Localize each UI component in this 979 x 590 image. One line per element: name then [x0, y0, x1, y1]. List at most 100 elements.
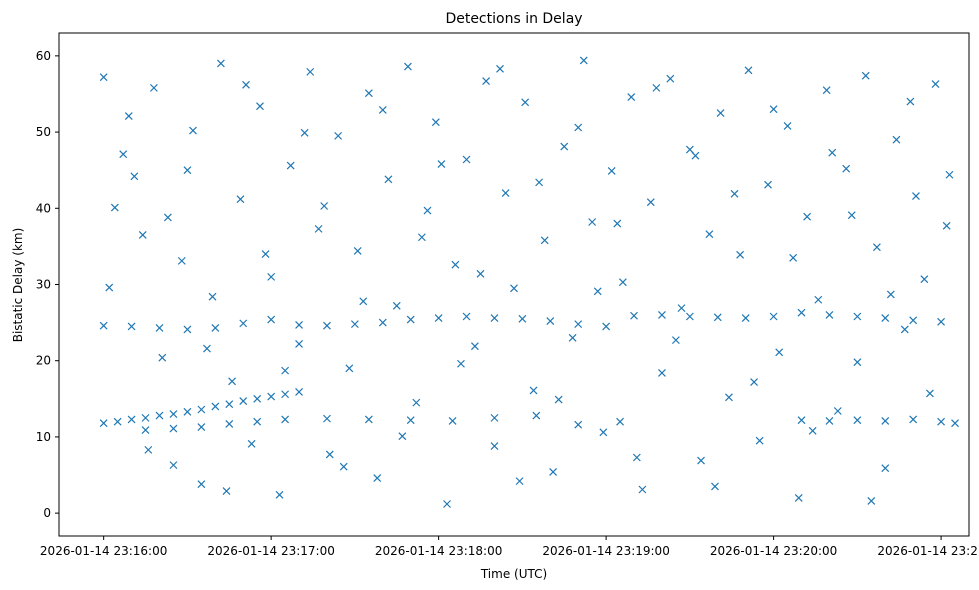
- y-tick-label: 60: [36, 49, 51, 63]
- data-point: [431, 118, 440, 127]
- data-point: [666, 74, 675, 83]
- data-point: [535, 178, 544, 187]
- data-point: [211, 324, 220, 332]
- data-point: [434, 314, 443, 322]
- data-point: [574, 123, 583, 132]
- data-point: [560, 142, 569, 151]
- x-tick-label: 2026-01-14 23:17:00: [207, 544, 334, 558]
- data-point: [931, 80, 940, 88]
- data-point: [350, 320, 359, 329]
- data-point: [764, 180, 772, 189]
- x-tick-label: 2026-01-14 23:16:00: [40, 544, 167, 558]
- data-point: [163, 213, 172, 222]
- data-point: [222, 487, 231, 495]
- data-point: [325, 450, 334, 459]
- data-point: [920, 275, 929, 284]
- data-point: [769, 312, 778, 321]
- data-point: [141, 413, 150, 422]
- x-tick-label: 2026-01-14 23:21:00: [877, 544, 979, 558]
- data-point: [638, 485, 647, 494]
- data-point: [744, 66, 753, 75]
- data-point: [189, 126, 197, 135]
- data-point: [797, 416, 806, 425]
- data-point: [253, 417, 262, 426]
- y-tick-label: 40: [36, 201, 51, 215]
- data-point: [281, 366, 290, 375]
- data-point: [470, 342, 479, 351]
- data-point: [203, 344, 211, 353]
- data-point: [847, 211, 856, 220]
- data-point: [713, 313, 722, 322]
- data-point: [912, 192, 920, 201]
- data-point: [364, 89, 373, 98]
- y-tick-label: 10: [36, 430, 51, 444]
- x-tick-label: 2026-01-14 23:18:00: [375, 544, 502, 558]
- data-point: [937, 417, 946, 426]
- data-point: [339, 462, 348, 471]
- data-point: [937, 317, 946, 326]
- data-point: [404, 62, 412, 71]
- data-point: [267, 392, 276, 401]
- data-point: [886, 290, 895, 299]
- data-point: [518, 314, 527, 323]
- data-point: [239, 319, 248, 328]
- data-point: [373, 474, 382, 483]
- data-point: [225, 400, 234, 409]
- data-points: [99, 56, 959, 508]
- data-point: [532, 411, 541, 420]
- data-point: [216, 59, 225, 68]
- data-point: [127, 322, 136, 331]
- data-point: [881, 464, 890, 473]
- data-point: [685, 312, 694, 321]
- data-point: [574, 420, 583, 429]
- data-point: [417, 233, 426, 242]
- data-point: [945, 170, 954, 179]
- data-point: [197, 423, 206, 431]
- data-point: [300, 128, 309, 137]
- data-point: [113, 417, 122, 426]
- data-point: [130, 172, 139, 181]
- data-point: [462, 312, 471, 321]
- data-point: [169, 410, 178, 418]
- data-point: [490, 413, 499, 422]
- data-point: [652, 83, 661, 92]
- data-point: [124, 112, 133, 120]
- y-tick-label: 20: [36, 354, 51, 368]
- y-tick-label: 30: [36, 278, 51, 292]
- data-point: [208, 292, 217, 301]
- data-point: [306, 67, 315, 76]
- data-point: [521, 98, 530, 107]
- data-point: [627, 93, 636, 101]
- chart-title: Detections in Delay: [445, 11, 582, 27]
- data-point: [881, 314, 890, 322]
- data-point: [476, 269, 485, 278]
- data-point: [646, 198, 655, 207]
- data-point: [828, 148, 837, 157]
- data-point: [825, 416, 834, 425]
- data-point: [853, 416, 862, 425]
- data-point: [697, 456, 705, 465]
- data-point: [540, 236, 549, 245]
- data-point: [833, 407, 842, 415]
- data-point: [236, 195, 245, 204]
- data-point: [618, 278, 627, 287]
- data-point: [406, 315, 415, 324]
- data-point: [549, 468, 558, 476]
- data-point: [267, 272, 276, 281]
- data-point: [197, 480, 206, 489]
- data-point: [364, 415, 373, 424]
- data-point: [736, 250, 745, 259]
- data-point: [320, 202, 329, 210]
- data-point: [490, 314, 499, 322]
- data-point: [345, 364, 354, 373]
- data-point: [616, 417, 624, 426]
- data-point: [99, 419, 108, 428]
- data-point: [323, 321, 331, 330]
- data-point: [685, 145, 694, 154]
- data-point: [239, 397, 248, 406]
- data-point: [158, 353, 167, 362]
- data-point: [378, 318, 387, 327]
- data-point: [658, 311, 666, 319]
- data-point: [842, 164, 851, 173]
